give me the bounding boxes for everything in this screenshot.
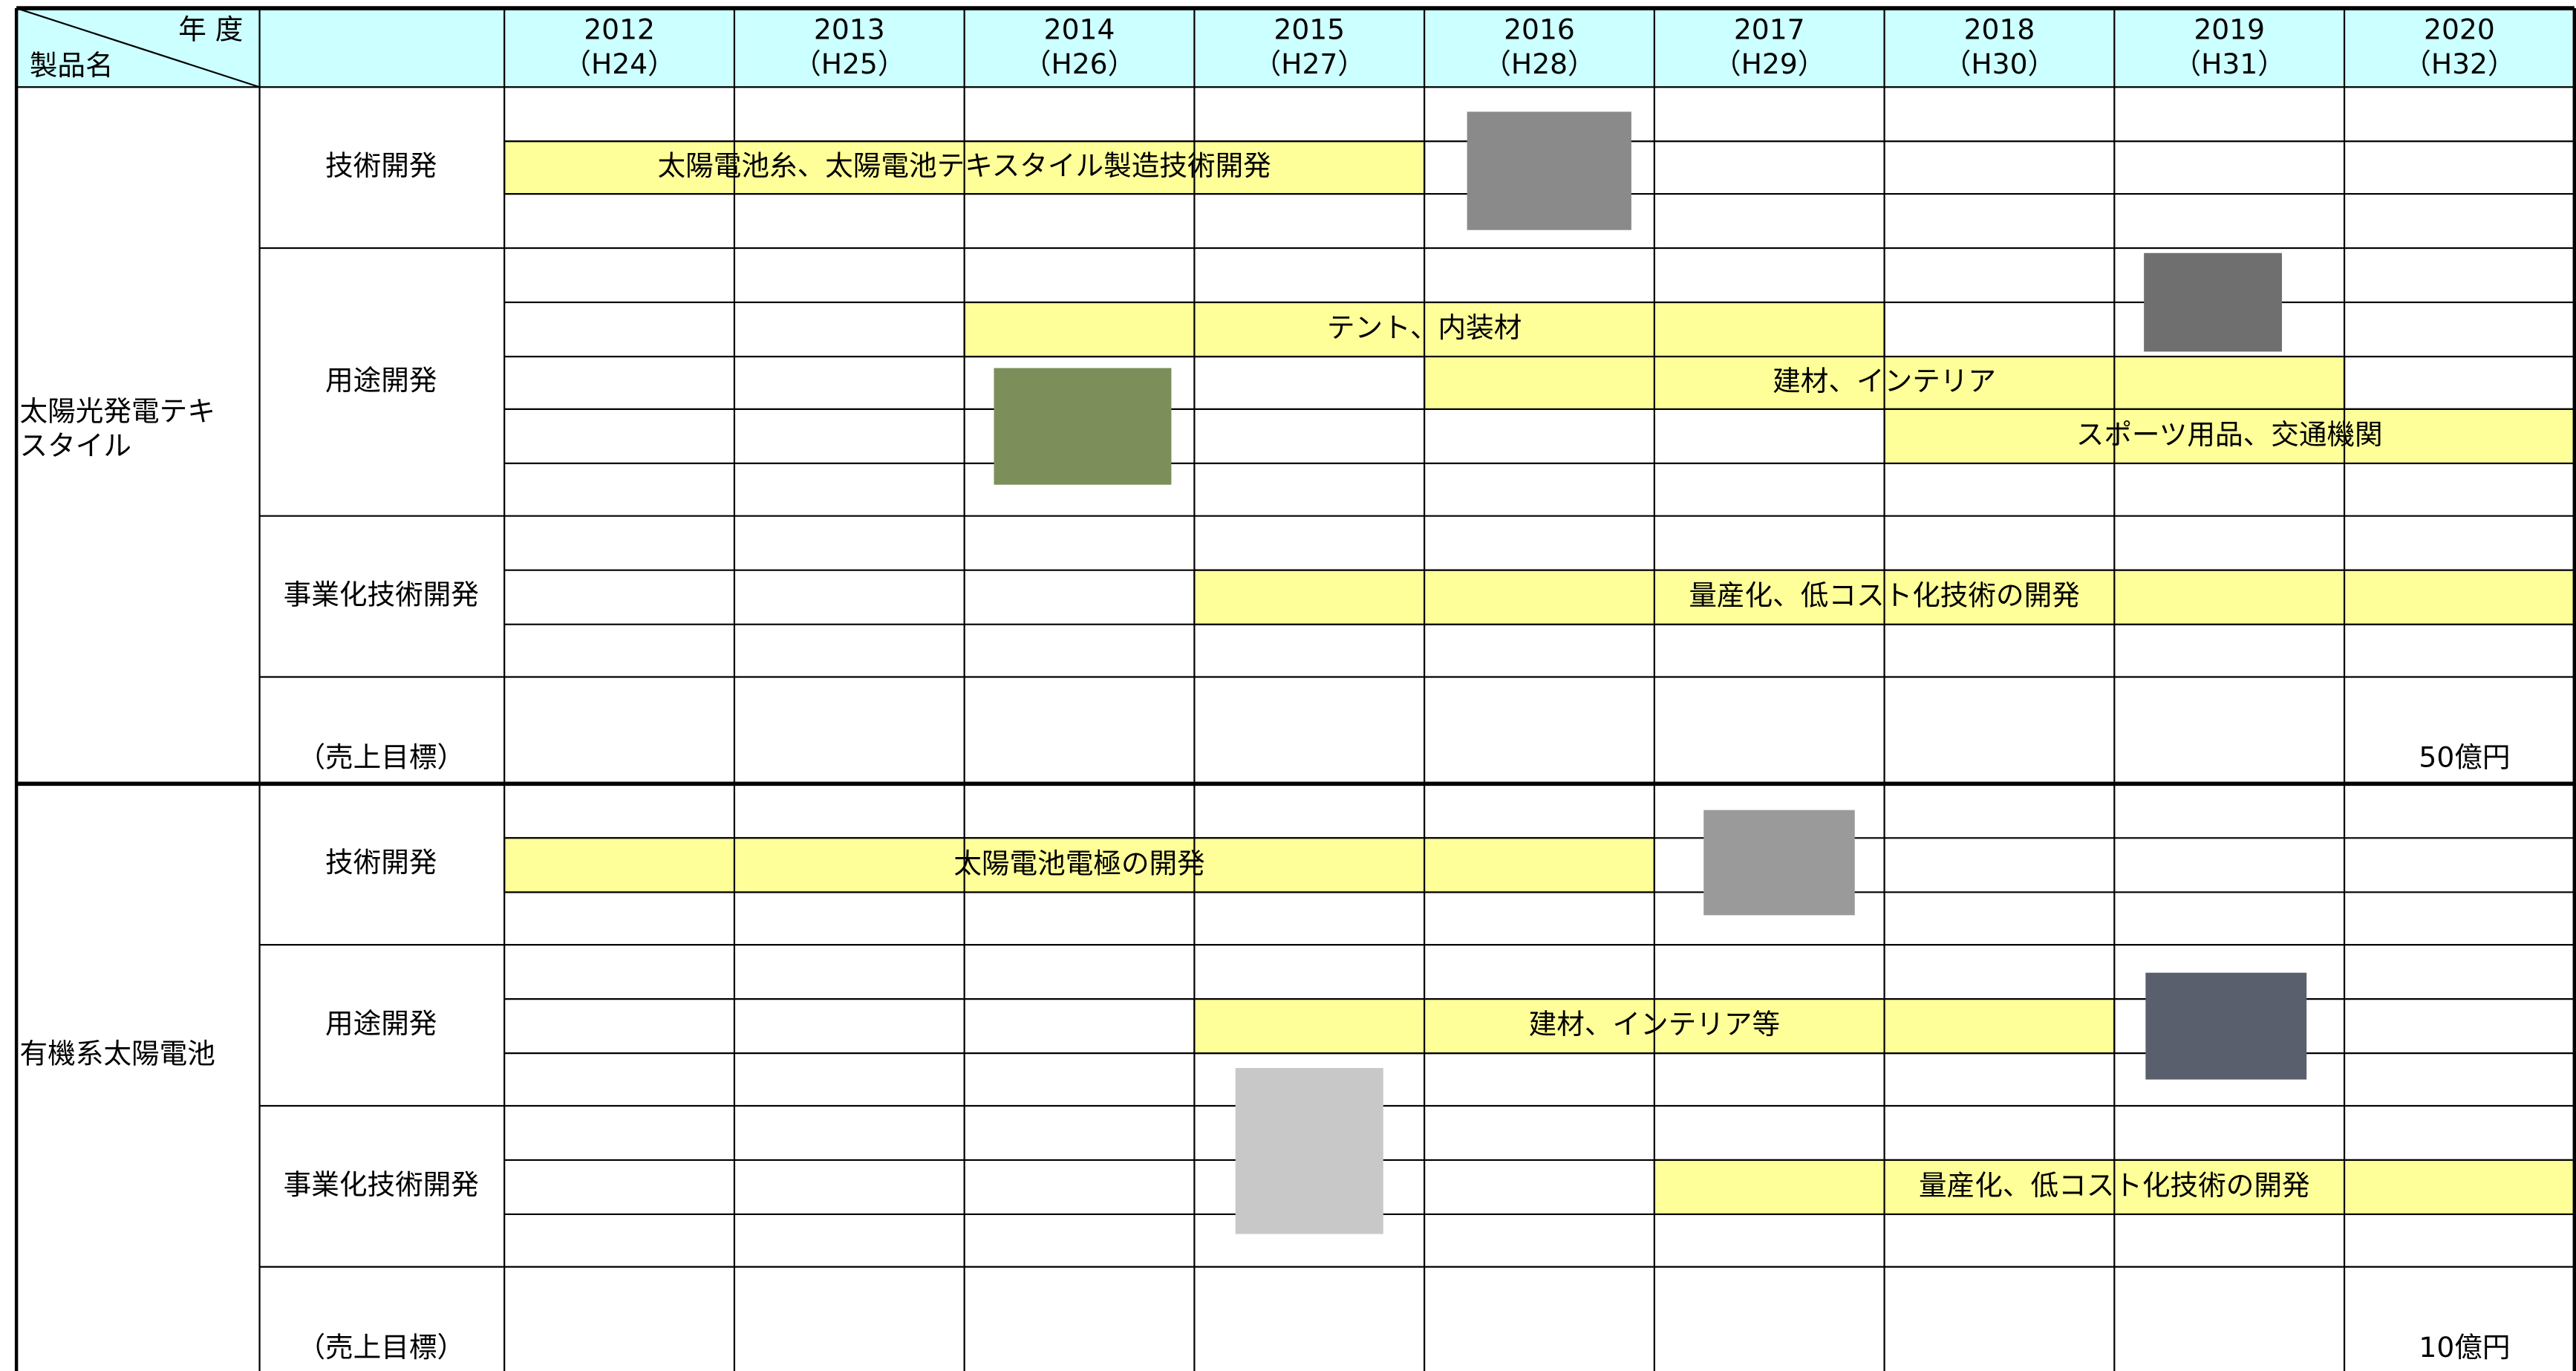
row-label: 用途開発: [325, 364, 437, 397]
year: 2016: [1504, 13, 1575, 46]
era: （H32）: [2403, 48, 2515, 80]
corner-product: 製品名: [30, 49, 114, 82]
schedule-bar: [1883, 408, 2575, 464]
year: 2020: [2424, 13, 2495, 46]
sales-value: 10億円: [2419, 1331, 2510, 1364]
photo: [1467, 111, 1631, 230]
sales-label: （売上目標）: [297, 1331, 465, 1364]
corner-year: 年 度: [178, 13, 243, 46]
section-name: 有機系太陽電池: [19, 1038, 215, 1071]
section-name-box: 太陽光発電テキスタイル: [19, 396, 215, 463]
year: 2015: [1274, 13, 1345, 46]
year: 2017: [1734, 13, 1805, 46]
era: （H25）: [793, 48, 905, 80]
photo: [994, 368, 1172, 485]
era: （H29）: [1713, 48, 1825, 80]
photo: [1703, 810, 1855, 916]
row-label: 事業化技術開発: [284, 1168, 479, 1201]
sales-value: 50億円: [2419, 741, 2510, 774]
header-bg: [16, 8, 2575, 88]
row-label: 技術開発: [325, 149, 437, 182]
era: （H24）: [563, 48, 675, 80]
section-name-box: 有機系太陽電池: [19, 1038, 215, 1071]
bar-label: スポーツ用品、交通機関: [2076, 418, 2383, 451]
schedule-bar: [503, 837, 1655, 893]
row-label: 事業化技術開発: [284, 579, 479, 611]
year: 2014: [1044, 13, 1115, 46]
year: 2012: [584, 13, 655, 46]
photo: [1235, 1068, 1383, 1234]
era: （H28）: [1483, 48, 1595, 80]
photo: [2144, 253, 2282, 352]
year: 2019: [2194, 13, 2265, 46]
photo: [2145, 972, 2307, 1080]
sales-label: （売上目標）: [297, 741, 465, 774]
row-label: 技術開発: [325, 846, 437, 879]
section-name: 太陽光発電テキスタイル: [19, 396, 215, 463]
era: （H31）: [2174, 48, 2286, 80]
bar-label: 太陽電池電極の開発: [953, 847, 1204, 879]
row-label: 用途開発: [325, 1007, 437, 1040]
era: （H27）: [1253, 48, 1366, 80]
corner-diagonal: [16, 7, 260, 88]
year: 2018: [1964, 13, 2035, 46]
era: （H26）: [1023, 48, 1135, 80]
era: （H30）: [1943, 48, 2055, 80]
year: 2013: [814, 13, 885, 46]
